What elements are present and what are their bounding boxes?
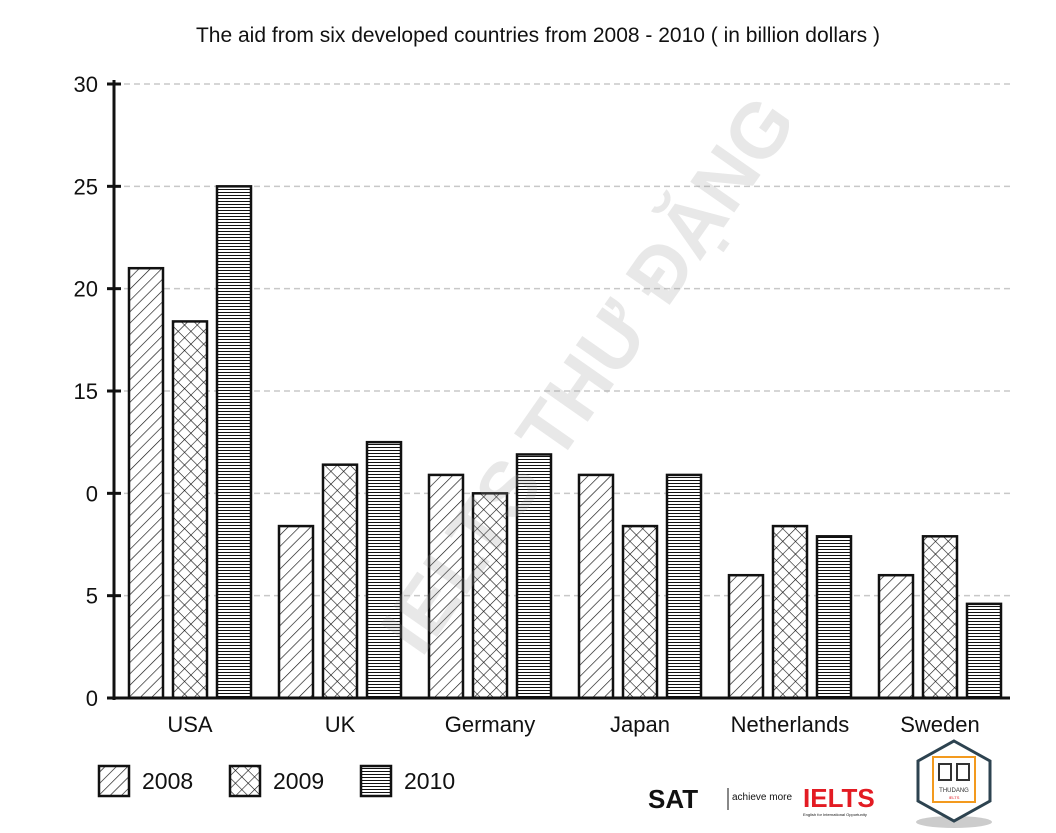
- legend-swatch-2010: [359, 764, 393, 798]
- thudang-sub: IELTS: [949, 795, 960, 800]
- bar-usa-2009: [171, 320, 209, 700]
- sat-logo: SAT achieve more: [648, 784, 792, 814]
- x-tick-label: Germany: [445, 712, 535, 737]
- bar-japan-2010: [665, 473, 703, 700]
- bar-usa-2010: [215, 185, 253, 700]
- x-tick-label: Netherlands: [731, 712, 850, 737]
- y-tick-label: 0: [86, 686, 98, 711]
- bar-japan-2008: [577, 473, 615, 700]
- bar-uk-2008: [277, 524, 315, 700]
- bar-uk-2009: [321, 463, 359, 700]
- x-tick-label: UK: [325, 712, 356, 737]
- legend-label-2008: 2008: [142, 768, 193, 794]
- bar-sweden-2009: [921, 535, 959, 700]
- y-tick-label: 25: [74, 174, 98, 199]
- x-tick-label: Japan: [610, 712, 670, 737]
- ielts-logo: IELTS English for International Opportun…: [803, 783, 875, 817]
- legend-label-2010: 2010: [404, 768, 455, 794]
- legend-swatch-2008: [97, 764, 131, 798]
- y-tick-label: 30: [74, 72, 98, 97]
- chart-title: The aid from six developed countries fro…: [196, 24, 880, 47]
- bar-japan-2009: [621, 524, 659, 700]
- bar-sweden-2008: [877, 573, 915, 700]
- y-tick-label: 20: [74, 277, 98, 302]
- thudang-logo-text: THUDANG: [939, 788, 969, 794]
- sat-logo-text: SAT: [648, 784, 698, 814]
- bar-netherlands-2010: [815, 535, 853, 700]
- bar-netherlands-2008: [727, 573, 765, 700]
- legend-swatch-2009: [228, 764, 262, 798]
- ielts-logo-text: IELTS: [803, 783, 875, 813]
- y-tick-label: 15: [74, 379, 98, 404]
- bar-usa-2008: [127, 266, 165, 700]
- bar-netherlands-2009: [771, 524, 809, 700]
- ielts-tagline: English for International Opportunity: [803, 812, 867, 817]
- y-tick-label: 0: [86, 481, 98, 506]
- thudang-logo: THUDANG IELTS: [916, 739, 992, 828]
- y-tick-label: 5: [86, 584, 98, 609]
- x-tick-label: USA: [167, 712, 213, 737]
- sat-tagline: achieve more: [732, 792, 792, 803]
- bar-uk-2010: [365, 440, 403, 700]
- x-tick-label: Sweden: [900, 712, 980, 737]
- legend-label-2009: 2009: [273, 768, 324, 794]
- bar-sweden-2010: [965, 602, 1003, 700]
